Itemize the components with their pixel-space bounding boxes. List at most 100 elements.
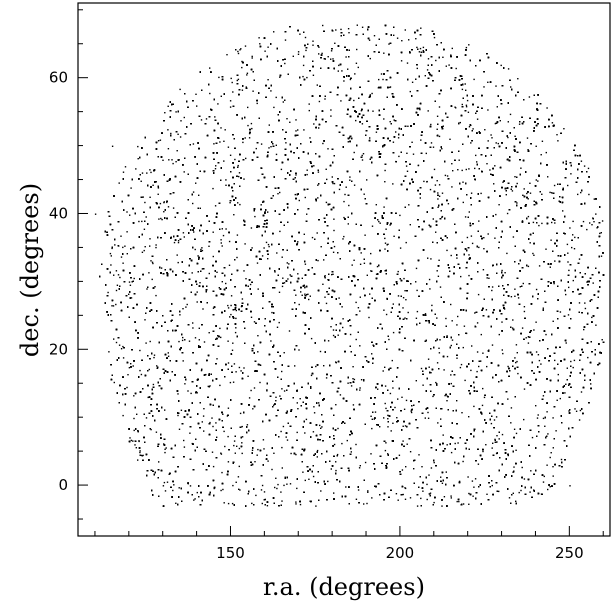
data-point bbox=[133, 417, 135, 420]
data-point bbox=[402, 307, 404, 309]
data-point bbox=[224, 445, 226, 448]
data-point bbox=[232, 381, 235, 383]
data-point bbox=[402, 425, 404, 427]
data-point bbox=[511, 327, 514, 329]
data-point bbox=[392, 183, 394, 185]
data-point bbox=[377, 388, 379, 390]
data-point bbox=[318, 53, 320, 55]
data-point bbox=[227, 502, 230, 505]
data-point bbox=[495, 85, 497, 87]
data-point bbox=[349, 333, 352, 336]
data-point bbox=[405, 165, 408, 167]
data-point bbox=[392, 141, 395, 143]
data-point bbox=[477, 293, 480, 296]
data-point bbox=[130, 439, 133, 442]
data-point bbox=[392, 387, 394, 389]
data-point bbox=[158, 461, 160, 463]
data-point bbox=[409, 90, 411, 93]
data-point bbox=[221, 471, 223, 474]
data-point bbox=[427, 411, 429, 414]
data-point bbox=[117, 274, 120, 276]
data-point bbox=[456, 324, 458, 326]
data-point bbox=[593, 221, 595, 223]
data-point bbox=[151, 278, 153, 281]
data-point bbox=[465, 104, 468, 106]
data-point bbox=[198, 327, 200, 329]
data-point bbox=[508, 497, 511, 499]
data-point bbox=[443, 369, 445, 371]
data-point bbox=[436, 180, 438, 182]
data-point bbox=[439, 286, 442, 288]
data-point bbox=[335, 362, 337, 364]
data-point bbox=[275, 153, 278, 156]
data-point bbox=[286, 262, 288, 264]
data-point bbox=[567, 314, 570, 316]
data-point bbox=[208, 332, 210, 334]
data-point bbox=[428, 366, 430, 368]
data-point bbox=[274, 271, 276, 273]
data-point bbox=[220, 127, 222, 129]
data-point bbox=[556, 134, 558, 136]
data-point bbox=[383, 309, 385, 311]
data-point bbox=[435, 59, 437, 62]
data-point bbox=[557, 373, 559, 376]
data-point bbox=[384, 402, 386, 405]
data-point bbox=[178, 487, 180, 489]
data-point bbox=[261, 502, 263, 505]
data-point bbox=[194, 498, 196, 500]
data-point bbox=[322, 24, 324, 27]
data-point bbox=[369, 293, 371, 295]
data-point bbox=[312, 44, 314, 46]
data-point bbox=[470, 369, 472, 372]
data-point bbox=[371, 418, 373, 420]
data-point bbox=[181, 339, 184, 342]
data-point bbox=[308, 103, 310, 105]
data-point bbox=[496, 435, 498, 437]
data-point bbox=[418, 454, 420, 456]
data-point bbox=[338, 64, 340, 67]
data-point bbox=[408, 39, 410, 41]
data-point bbox=[275, 144, 277, 146]
data-point bbox=[499, 309, 501, 311]
data-point bbox=[274, 486, 276, 489]
data-point bbox=[183, 446, 186, 448]
data-point bbox=[462, 346, 464, 349]
data-point bbox=[277, 483, 279, 486]
data-point bbox=[201, 268, 204, 270]
data-point bbox=[455, 67, 457, 70]
data-point bbox=[145, 342, 147, 344]
data-point bbox=[230, 304, 232, 307]
data-point bbox=[248, 137, 251, 139]
data-point bbox=[491, 344, 494, 346]
data-point bbox=[268, 147, 270, 149]
data-point bbox=[569, 227, 571, 229]
data-point bbox=[382, 370, 384, 372]
data-point bbox=[192, 143, 195, 145]
data-point bbox=[304, 36, 307, 39]
data-point bbox=[363, 193, 365, 195]
data-point bbox=[197, 255, 199, 257]
data-point bbox=[546, 464, 548, 466]
data-point bbox=[297, 408, 299, 410]
data-point bbox=[286, 483, 288, 485]
data-point bbox=[216, 436, 218, 438]
data-point bbox=[304, 196, 306, 199]
data-point bbox=[385, 313, 388, 316]
data-point bbox=[429, 188, 432, 191]
data-point bbox=[128, 293, 130, 295]
data-point bbox=[401, 396, 403, 398]
data-point bbox=[175, 161, 177, 163]
data-point bbox=[438, 184, 441, 186]
data-point bbox=[353, 378, 356, 381]
data-point bbox=[468, 44, 470, 46]
data-point bbox=[340, 28, 342, 31]
data-point bbox=[149, 238, 151, 240]
data-point bbox=[195, 391, 198, 393]
data-point bbox=[408, 204, 410, 206]
data-point bbox=[292, 55, 294, 57]
data-point bbox=[177, 393, 179, 395]
data-point bbox=[600, 232, 602, 234]
data-point bbox=[309, 137, 311, 139]
data-point bbox=[465, 106, 468, 108]
data-point bbox=[135, 447, 137, 449]
